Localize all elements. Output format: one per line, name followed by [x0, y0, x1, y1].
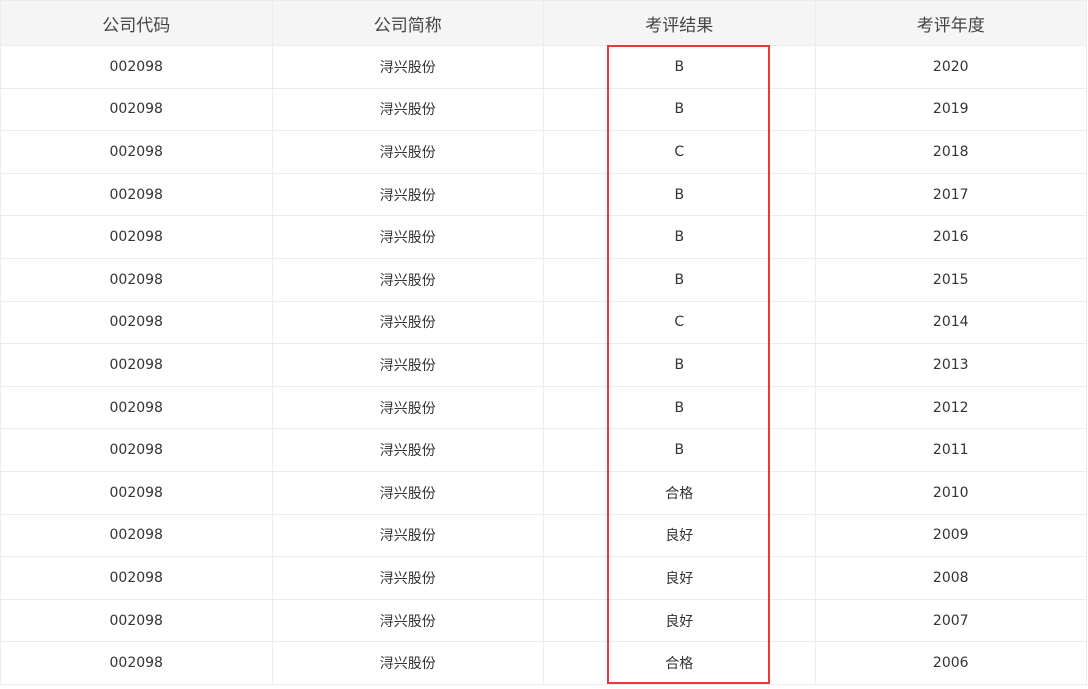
table-row: 002098 浔兴股份 良好 2008: [0, 556, 1087, 600]
cell-evaluation-year: 2006: [814, 641, 1087, 685]
cell-evaluation-year: 2011: [814, 428, 1087, 472]
cell-company-name: 浔兴股份: [271, 556, 544, 600]
cell-evaluation-year: 2018: [814, 130, 1087, 174]
cell-evaluation-result: B: [543, 385, 816, 430]
cell-company-name: 浔兴股份: [271, 641, 544, 685]
cell-company-code: 002098: [0, 130, 273, 174]
cell-evaluation-year: 2017: [814, 172, 1087, 217]
header-company-code: 公司代码: [0, 0, 273, 46]
cell-company-name: 浔兴股份: [271, 130, 544, 174]
cell-evaluation-year: 2019: [814, 87, 1087, 132]
cell-evaluation-year: 2008: [814, 556, 1087, 600]
cell-evaluation-result: B: [543, 45, 816, 89]
cell-company-name: 浔兴股份: [271, 172, 544, 217]
table-row: 002098 浔兴股份 B 2013: [0, 343, 1087, 387]
cell-evaluation-result: B: [543, 428, 816, 472]
cell-evaluation-year: 2020: [814, 45, 1087, 89]
table-row: 002098 浔兴股份 合格 2006: [0, 641, 1087, 685]
table-row: 002098 浔兴股份 C 2014: [0, 300, 1087, 345]
cell-evaluation-result: B: [543, 257, 816, 302]
cell-company-name: 浔兴股份: [271, 300, 544, 345]
cell-evaluation-result: 良好: [543, 513, 816, 558]
cell-company-code: 002098: [0, 641, 273, 685]
cell-company-code: 002098: [0, 556, 273, 600]
cell-company-name: 浔兴股份: [271, 343, 544, 387]
cell-evaluation-result: 合格: [543, 641, 816, 685]
header-evaluation-year: 考评年度: [814, 0, 1087, 46]
cell-evaluation-year: 2013: [814, 343, 1087, 387]
cell-company-code: 002098: [0, 513, 273, 558]
table-row: 002098 浔兴股份 B 2015: [0, 257, 1087, 302]
cell-company-code: 002098: [0, 598, 273, 643]
table-row: 002098 浔兴股份 B 2017: [0, 172, 1087, 217]
cell-evaluation-result: 良好: [543, 598, 816, 643]
cell-company-name: 浔兴股份: [271, 428, 544, 472]
cell-company-name: 浔兴股份: [271, 513, 544, 558]
cell-company-code: 002098: [0, 215, 273, 259]
cell-company-name: 浔兴股份: [271, 87, 544, 132]
table-row: 002098 浔兴股份 B 2020: [0, 45, 1087, 89]
table-row: 002098 浔兴股份 良好 2007: [0, 598, 1087, 643]
cell-evaluation-result: B: [543, 215, 816, 259]
cell-company-code: 002098: [0, 343, 273, 387]
cell-evaluation-result: 合格: [543, 470, 816, 515]
cell-evaluation-result: B: [543, 172, 816, 217]
cell-company-name: 浔兴股份: [271, 215, 544, 259]
cell-company-code: 002098: [0, 257, 273, 302]
table-row: 002098 浔兴股份 B 2019: [0, 87, 1087, 132]
cell-company-code: 002098: [0, 172, 273, 217]
cell-evaluation-year: 2009: [814, 513, 1087, 558]
cell-company-code: 002098: [0, 45, 273, 89]
table-row: 002098 浔兴股份 B 2011: [0, 428, 1087, 472]
cell-company-code: 002098: [0, 470, 273, 515]
cell-evaluation-result: C: [543, 300, 816, 345]
cell-evaluation-year: 2014: [814, 300, 1087, 345]
cell-evaluation-result: C: [543, 130, 816, 174]
table-row: 002098 浔兴股份 C 2018: [0, 130, 1087, 174]
cell-company-name: 浔兴股份: [271, 470, 544, 515]
cell-evaluation-result: B: [543, 87, 816, 132]
cell-company-name: 浔兴股份: [271, 385, 544, 430]
header-evaluation-result: 考评结果: [543, 0, 816, 46]
cell-company-name: 浔兴股份: [271, 598, 544, 643]
table-row: 002098 浔兴股份 合格 2010: [0, 470, 1087, 515]
table-row: 002098 浔兴股份 B 2012: [0, 385, 1087, 430]
cell-company-code: 002098: [0, 87, 273, 132]
cell-company-code: 002098: [0, 300, 273, 345]
cell-evaluation-year: 2015: [814, 257, 1087, 302]
cell-company-name: 浔兴股份: [271, 45, 544, 89]
table-row: 002098 浔兴股份 B 2016: [0, 215, 1087, 259]
cell-evaluation-year: 2007: [814, 598, 1087, 643]
cell-company-code: 002098: [0, 385, 273, 430]
cell-evaluation-year: 2016: [814, 215, 1087, 259]
table-header-row: 公司代码 公司简称 考评结果 考评年度: [0, 0, 1087, 46]
cell-company-name: 浔兴股份: [271, 257, 544, 302]
cell-evaluation-year: 2010: [814, 470, 1087, 515]
cell-evaluation-year: 2012: [814, 385, 1087, 430]
cell-evaluation-result: 良好: [543, 556, 816, 600]
cell-evaluation-result: B: [543, 343, 816, 387]
table-row: 002098 浔兴股份 良好 2009: [0, 513, 1087, 558]
cell-company-code: 002098: [0, 428, 273, 472]
header-company-name: 公司简称: [271, 0, 544, 46]
